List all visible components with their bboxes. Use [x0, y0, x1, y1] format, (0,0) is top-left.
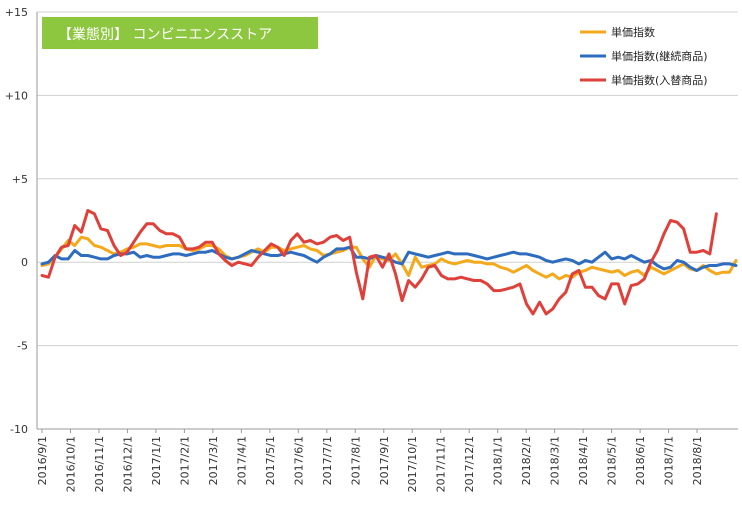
series-group — [40, 209, 738, 316]
legend: 単価指数 単価指数(継続商品) 単価指数(入替商品) — [572, 14, 736, 94]
x-tick-label: 2017/11/1 — [435, 436, 448, 492]
grid-lines — [37, 11, 738, 347]
y-tick-label: 0 — [21, 256, 28, 269]
x-tick-label: 2017/8/1 — [349, 436, 362, 485]
x-tick-label: 2016/9/1 — [36, 436, 49, 485]
y-tick-label: +15 — [5, 6, 28, 19]
x-tick-label: 2017/9/1 — [378, 436, 391, 485]
x-tick-label: 2017/7/1 — [321, 436, 334, 485]
x-tick-label: 2018/7/1 — [663, 436, 676, 485]
x-tick-label: 2017/6/1 — [292, 436, 305, 485]
legend-label-continuing-items: 単価指数(継続商品) — [611, 49, 708, 63]
y-tick-label: +10 — [5, 89, 28, 102]
y-tick-label: +5 — [12, 173, 28, 186]
x-tick-label: 2018/1/1 — [492, 436, 505, 485]
series-line-replaced-items — [40, 209, 718, 316]
legend-label-replaced-items: 単価指数(入替商品) — [611, 73, 708, 87]
series-line-continuing-items — [40, 245, 738, 272]
y-tick-label: -10 — [10, 423, 28, 436]
x-tick-label: 2017/5/1 — [264, 436, 277, 485]
x-tick-label: 2018/8/1 — [691, 436, 704, 485]
x-tick-label: 2017/10/1 — [406, 436, 419, 492]
chart-title-text: 【業態別】 コンビニエンスストア — [58, 27, 272, 43]
x-tick-label: 2018/5/1 — [606, 436, 619, 485]
x-tick-label: 2018/2/1 — [520, 436, 533, 485]
x-axis-ticks: 2016/9/1 2016/10/1 2016/11/1 2016/12/1 2017/… — [36, 429, 704, 492]
x-tick-label: 2016/10/1 — [64, 436, 77, 492]
legend-label-unit-price-index: 単価指数 — [611, 25, 655, 39]
x-tick-label: 2017/1/1 — [150, 436, 163, 485]
title-background — [42, 17, 318, 49]
x-tick-label: 2018/3/1 — [549, 436, 562, 485]
x-tick-label: 2018/6/1 — [634, 436, 647, 485]
x-tick-label: 2017/12/1 — [463, 436, 476, 492]
y-tick-label: -5 — [17, 340, 28, 353]
x-tick-label: 2017/3/1 — [207, 436, 220, 485]
x-tick-label: 2018/4/1 — [577, 436, 590, 485]
x-tick-label: 2017/4/1 — [235, 436, 248, 485]
y-axis-ticks: +15 +10 +5 0 -5 -10 — [5, 6, 28, 436]
x-tick-label: 2016/12/1 — [121, 436, 134, 492]
chart-title: 【業態別】 コンビニエンスストア — [42, 17, 318, 49]
x-tick-label: 2017/2/1 — [178, 436, 191, 485]
x-tick-label: 2016/11/1 — [93, 436, 106, 492]
